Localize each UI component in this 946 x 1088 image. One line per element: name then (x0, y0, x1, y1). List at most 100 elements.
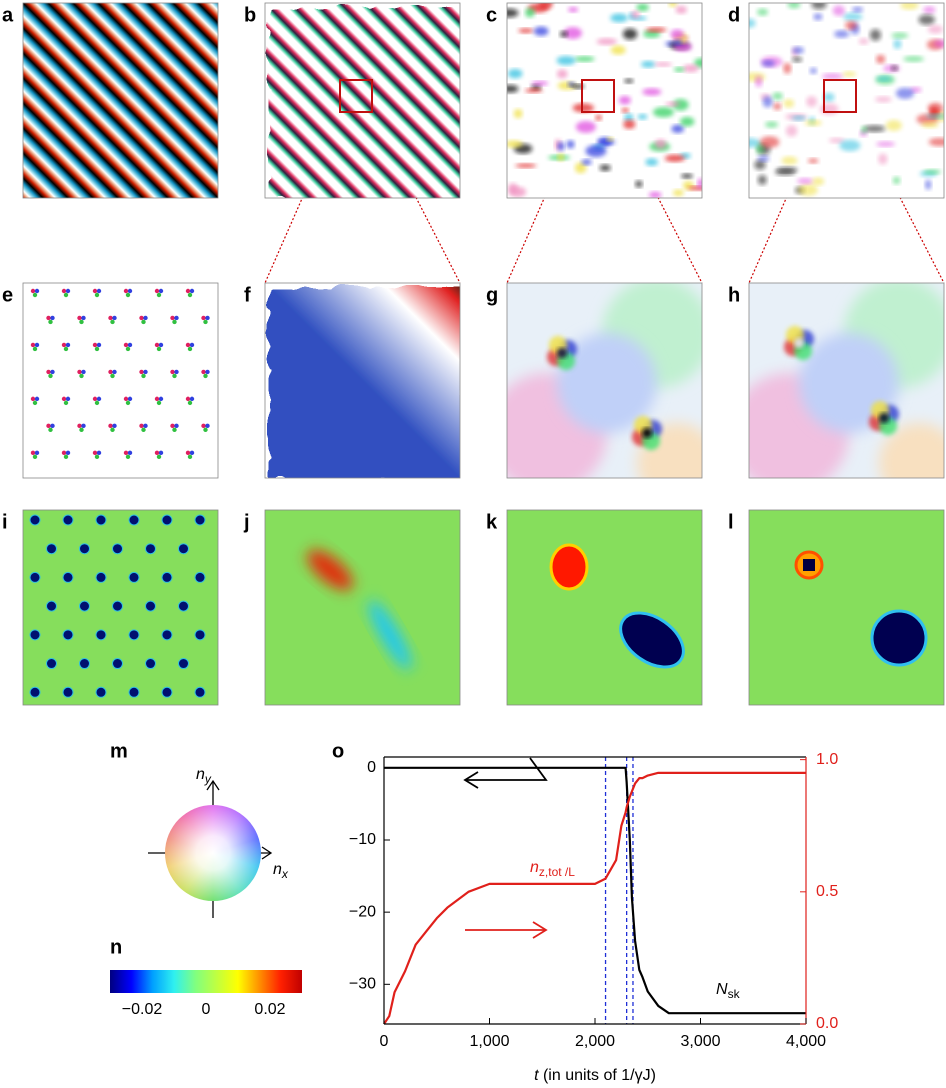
texture (205, 369, 210, 375)
black-arrow (463, 757, 548, 789)
texture (903, 56, 924, 62)
texture (48, 373, 53, 379)
texture (178, 600, 189, 612)
texture (878, 153, 888, 165)
texture (92, 450, 98, 456)
panel-frame (264, 2, 461, 199)
texture (749, 510, 944, 705)
texture (161, 514, 173, 526)
texture (158, 396, 164, 402)
texture (622, 28, 638, 40)
series-label: Nsk (716, 981, 741, 1001)
texture (187, 400, 193, 406)
colorbar-tick-label: 0.02 (254, 1001, 285, 1018)
texture (876, 76, 892, 82)
texture (205, 315, 210, 321)
texture (145, 658, 156, 670)
texture (525, 7, 535, 18)
texture (32, 454, 38, 460)
texture (125, 400, 131, 406)
texture (185, 396, 191, 402)
texture (79, 427, 84, 433)
texture (143, 423, 148, 429)
texture (81, 315, 86, 321)
texture (610, 45, 626, 55)
texture (876, 54, 886, 64)
texture (161, 686, 173, 698)
texture (927, 102, 944, 115)
texture (189, 342, 195, 348)
texture (642, 88, 662, 96)
texture (161, 571, 173, 583)
zoom-box (823, 79, 857, 113)
texture (665, 101, 680, 107)
texture (624, 113, 634, 122)
texture (96, 342, 102, 348)
texture (531, 80, 549, 86)
panel-image (23, 510, 218, 705)
texture (112, 600, 123, 612)
texture (621, 107, 629, 113)
panel-frame (748, 282, 945, 479)
texture (125, 346, 131, 352)
texture (556, 69, 568, 79)
texture (928, 137, 944, 147)
texture (110, 373, 115, 379)
y2-tick-label: 0.5 (816, 883, 838, 900)
texture (170, 423, 175, 429)
panel-label: c (486, 4, 497, 26)
texture (156, 346, 162, 352)
panel-label: l (728, 511, 734, 533)
texture (63, 346, 69, 352)
texture (61, 342, 67, 348)
texture (668, 3, 677, 7)
texture (154, 342, 160, 348)
texture (128, 514, 140, 526)
texture (61, 288, 67, 294)
texture (79, 600, 90, 612)
texture (641, 60, 656, 68)
x-tick-label: 2,000 (575, 1033, 615, 1050)
texture (923, 6, 936, 14)
texture (670, 29, 684, 39)
texture (754, 159, 766, 170)
texture (757, 174, 767, 185)
texture (81, 369, 86, 375)
texture (682, 64, 699, 73)
texture (30, 342, 36, 348)
texture (754, 75, 763, 88)
texture (618, 95, 631, 105)
texture (513, 108, 523, 119)
texture (156, 292, 162, 298)
texture (32, 346, 38, 352)
texture (624, 78, 634, 84)
texture (50, 369, 55, 375)
texture (596, 38, 618, 45)
texture (62, 629, 74, 641)
texture (46, 543, 57, 555)
texture (749, 18, 756, 28)
red-arrow (465, 921, 548, 939)
texture (63, 400, 69, 406)
texture (839, 139, 861, 152)
y2-tick-label: 0.0 (816, 1015, 838, 1032)
texture (923, 169, 942, 175)
panel-image (30, 288, 210, 460)
texture (619, 611, 685, 669)
texture (568, 6, 579, 13)
texture (813, 13, 823, 21)
x-tick-label: 1,000 (469, 1033, 509, 1050)
texture (645, 27, 667, 33)
texture (803, 559, 815, 571)
texture (189, 396, 195, 402)
texture (892, 176, 901, 185)
texture (65, 342, 71, 348)
texture (145, 543, 156, 555)
texture (62, 514, 74, 526)
x-tick-label: 4,000 (786, 1033, 826, 1050)
texture (154, 396, 160, 402)
texture (112, 543, 123, 555)
texture (783, 99, 795, 108)
texture (154, 450, 160, 456)
